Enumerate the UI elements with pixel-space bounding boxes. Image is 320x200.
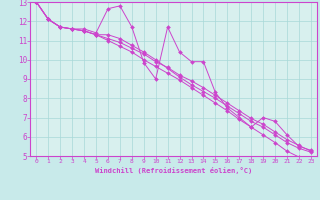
X-axis label: Windchill (Refroidissement éolien,°C): Windchill (Refroidissement éolien,°C) [95, 167, 252, 174]
